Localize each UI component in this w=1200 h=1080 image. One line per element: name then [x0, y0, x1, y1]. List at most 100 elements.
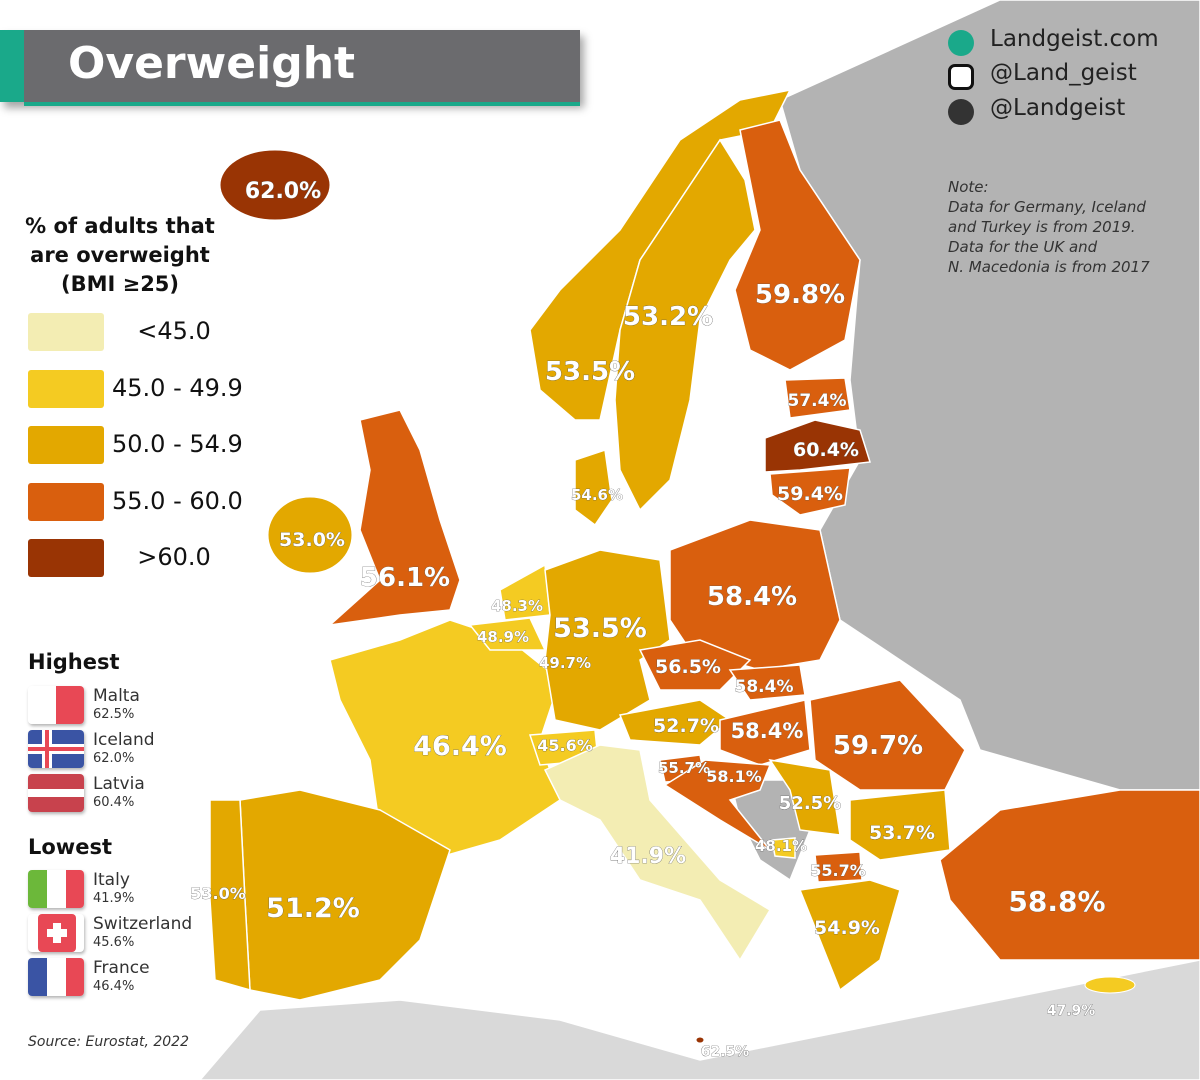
region-lithuania: [769, 467, 851, 516]
flag-icon: [28, 958, 84, 996]
rank-value: 41.9%: [93, 891, 135, 906]
region-finland: [734, 119, 861, 371]
region-montenegro: [771, 837, 796, 859]
value-label: 53.0%: [190, 884, 246, 903]
note-line: Data for the UK and: [948, 238, 1098, 256]
note-line: and Turkey is from 2019.: [948, 218, 1136, 236]
legend-label: 55.0 - 60.0: [112, 486, 243, 515]
value-label: 53.0%: [279, 529, 345, 551]
instagram-text: @Land_geist: [990, 60, 1137, 86]
value-label: 47.9%: [1047, 1003, 1096, 1019]
value-label: 55.7%: [658, 759, 710, 777]
flag-icon: [28, 774, 84, 812]
rank-value: 45.6%: [93, 935, 135, 950]
value-label: 53.5%: [545, 357, 635, 387]
website-text: Landgeist.com: [990, 26, 1159, 52]
instagram-icon: [948, 64, 974, 90]
value-label: 48.9%: [477, 628, 529, 646]
legend-swatch: [28, 369, 104, 408]
legend-swatch: [28, 539, 104, 577]
legend-swatch: [28, 482, 104, 521]
value-label: 53.2%: [623, 302, 713, 332]
rank-country: Iceland: [93, 730, 155, 750]
region-cyprus: [1084, 976, 1136, 994]
rank-country: Italy: [93, 870, 130, 890]
legend-title: % of adults that are overweight (BMI ≥25…: [20, 212, 220, 299]
rank-country: Switzerland: [93, 914, 193, 934]
legend-title-line: are overweight: [30, 243, 210, 267]
legend-swatch: [28, 313, 104, 351]
region-bulgaria: [849, 789, 951, 861]
africa-land: [199, 959, 1200, 1080]
legend-label: <45.0: [137, 317, 211, 345]
value-label: 52.5%: [779, 793, 841, 814]
rank-country: France: [93, 958, 150, 978]
region-sweden: [614, 138, 756, 512]
value-label: 41.9%: [610, 844, 686, 869]
no-data-east: [779, 0, 1200, 791]
value-label: 54.9%: [814, 917, 880, 939]
region-iceland: [219, 149, 331, 221]
rank-country: Malta: [93, 686, 140, 706]
highest-title: Highest: [28, 650, 120, 674]
region-latvia: [764, 419, 871, 473]
flag-icon: [28, 870, 84, 908]
flag-icon: [28, 914, 84, 952]
twitter-icon: [948, 99, 974, 125]
value-label: 62.5%: [701, 1044, 750, 1060]
value-label: 58.4%: [707, 582, 797, 612]
page-title: Overweight: [68, 38, 356, 89]
note-line: Data for Germany, Iceland: [948, 198, 1146, 216]
value-label: 54.6%: [571, 486, 623, 504]
value-label: 53.7%: [869, 822, 935, 844]
value-label: 55.7%: [810, 861, 866, 880]
region-denmark: [574, 449, 613, 527]
legend-label: >60.0: [137, 543, 211, 571]
legend-title-line: % of adults that: [25, 214, 215, 238]
value-label: 51.2%: [266, 893, 360, 924]
region-estonia: [784, 377, 851, 419]
region-malta: [695, 1036, 705, 1044]
value-label: 59.7%: [833, 731, 923, 761]
region-germany: [544, 549, 671, 731]
rank-value: 46.4%: [93, 979, 135, 994]
region-ireland: [267, 496, 353, 574]
value-label: 58.4%: [735, 677, 794, 697]
region-slovakia: [728, 664, 806, 701]
value-label: 56.5%: [655, 656, 721, 678]
region-north-macedonia: [814, 851, 863, 883]
title-underline: [24, 102, 580, 106]
value-label: 58.1%: [706, 767, 762, 786]
region-serbia: [768, 758, 841, 836]
note-line: Note:: [948, 178, 989, 196]
value-label: 58.4%: [731, 719, 804, 743]
region-italy: [543, 744, 772, 962]
title-banner: Overweight: [0, 30, 580, 106]
value-label: 45.6%: [537, 736, 593, 755]
flag-icon: [28, 686, 84, 724]
lowest-title: Lowest: [28, 835, 112, 859]
region-portugal: [209, 799, 251, 992]
value-label: 49.7%: [539, 654, 591, 672]
value-label: 59.8%: [755, 280, 845, 310]
flag-icon: [28, 730, 84, 768]
value-label: 58.8%: [1008, 885, 1105, 918]
region-hungary: [719, 699, 811, 766]
value-label: 53.5%: [553, 613, 647, 644]
legend-title-line: (BMI ≥25): [60, 272, 180, 296]
rank-country: Latvia: [93, 774, 145, 794]
source: Source: Eurostat, 2022: [28, 1034, 189, 1050]
value-label: 62.0%: [245, 179, 321, 204]
note-line: N. Macedonia is from 2017: [948, 258, 1150, 276]
value-label: 48.3%: [491, 597, 543, 615]
note: Note: Data for Germany, Iceland and Turk…: [948, 177, 1150, 277]
globe-icon: [948, 30, 974, 56]
region-greece: [798, 879, 901, 992]
region-croatia: [663, 759, 772, 851]
legend-swatch: [28, 426, 104, 464]
legend-label: 45.0 - 49.9: [112, 373, 243, 402]
rank-value: 62.0%: [93, 751, 135, 766]
region-uk: [327, 409, 461, 627]
region-poland: [669, 519, 841, 671]
